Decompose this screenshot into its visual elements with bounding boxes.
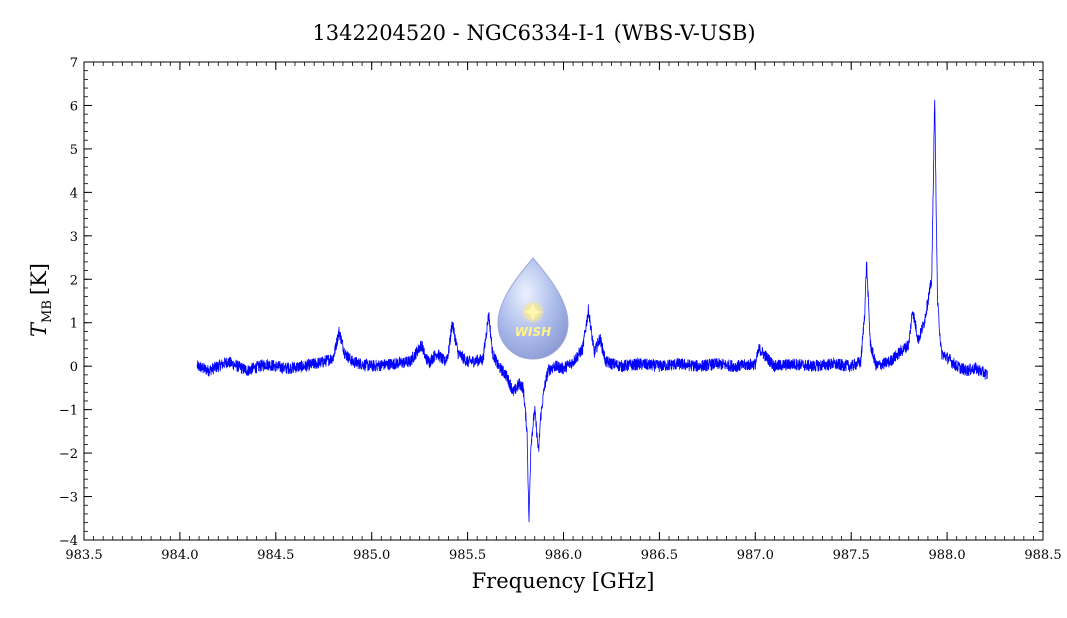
y-tick-label: 7 <box>70 56 78 71</box>
y-axis-label-unit: [K] <box>27 263 51 295</box>
x-tick-label: 984.5 <box>257 548 294 563</box>
y-axis-label-text: TMB [K] <box>27 263 55 337</box>
y-tick-label: −3 <box>59 491 78 506</box>
x-axis-label: Frequency [GHz] <box>472 569 655 593</box>
y-tick-label: −2 <box>59 447 78 462</box>
x-tick-label: 987.0 <box>737 548 774 563</box>
y-tick-label: 0 <box>70 360 78 375</box>
x-tick-label: 985.5 <box>449 548 486 563</box>
y-tick-label: 4 <box>70 186 78 201</box>
star-icon <box>523 302 543 322</box>
logo-label: WISH <box>515 325 551 339</box>
y-tick-label: 3 <box>70 230 78 245</box>
y-tick-label: 6 <box>70 99 78 114</box>
chart-title: 1342204520 - NGC6334-I-1 (WBS-V-USB) <box>312 21 755 45</box>
y-axis-label: TMB [K] <box>27 263 55 337</box>
x-tick-label: 988.0 <box>928 548 965 563</box>
y-tick-label: 2 <box>70 273 78 288</box>
x-tick-label: 988.5 <box>1024 548 1061 563</box>
ticks-layer: 983.5 984.0 984.5 985.0 985.5 986.0 986.5 987.0… <box>59 56 1062 563</box>
y-axis-label-sub: MB <box>40 300 55 323</box>
y-axis-label-main: T <box>27 321 51 337</box>
y-tick-label: 5 <box>70 143 78 158</box>
x-tick-label: 984.0 <box>161 548 198 563</box>
x-tick-label: 986.5 <box>641 548 678 563</box>
wish-logo: WISH <box>497 257 569 360</box>
y-tick-label: −1 <box>59 404 78 419</box>
y-tick-label: −4 <box>59 534 78 549</box>
plot-area: 983.5 984.0 984.5 985.0 985.5 986.0 986.5 987.0… <box>59 56 1062 563</box>
x-tick-label: 985.0 <box>353 548 390 563</box>
x-tick-label: 987.5 <box>833 548 870 563</box>
spectrum-line <box>196 99 988 523</box>
x-tick-label: 986.0 <box>545 548 582 563</box>
spectrum-layer <box>196 99 988 523</box>
y-tick-label: 1 <box>70 317 78 332</box>
plot-frame <box>83 61 1044 541</box>
x-tick-label: 983.5 <box>65 548 102 563</box>
